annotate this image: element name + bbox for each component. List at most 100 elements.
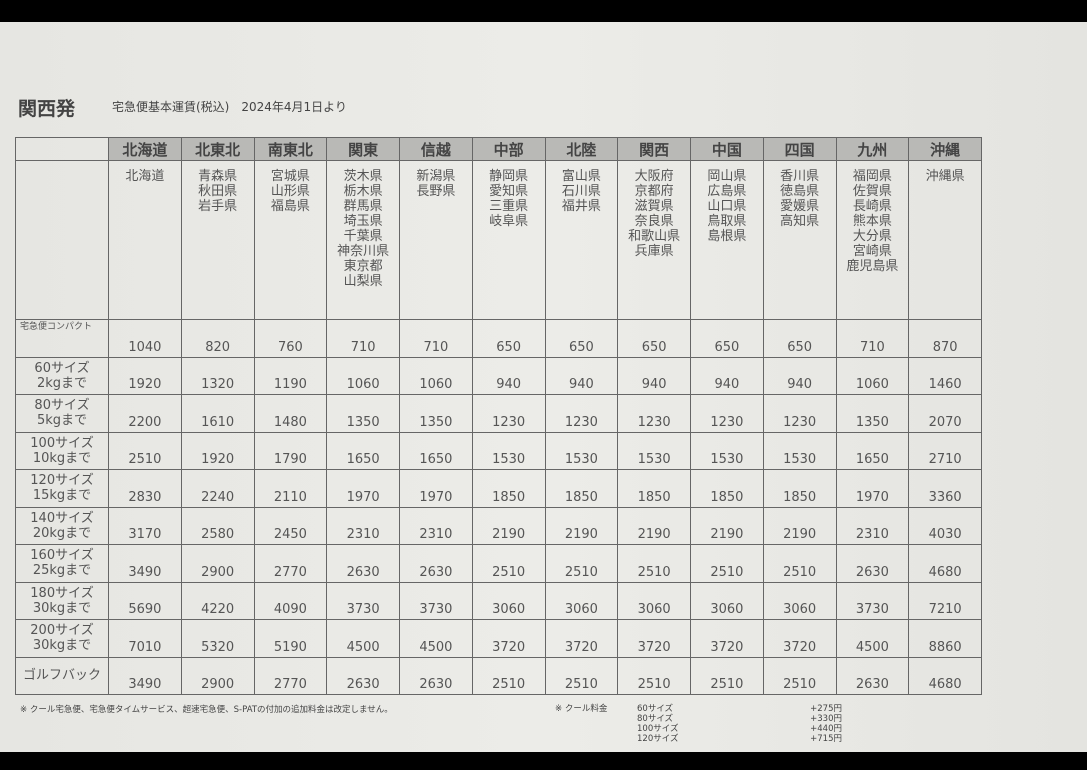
footnote: ※ クール宅急便、宅急便タイムサービス、超速宅急便、S-PATの付加の追加料金は… [20, 705, 393, 715]
price-cell: 1650 [326, 431, 400, 470]
price-cell: 2580 [180, 506, 255, 545]
table-row: 宅急便コンパクト 1040 820 760 710 710 650 650 650 650 650 7… [15, 319, 982, 358]
page-subtitle: 宅急便基本運賃(税込) 2024年4月1日より [112, 100, 347, 114]
price-cell: 2510 [617, 656, 691, 695]
price-cell: 3720 [617, 619, 691, 658]
price-cell: 1190 [253, 356, 328, 395]
prefecture-list: 静岡県 愛知県 三重県 岐阜県 [471, 160, 546, 320]
price-cell: 5690 [108, 581, 182, 620]
price-cell: 820 [180, 319, 255, 358]
prefecture-list: 宮城県 山形県 福島県 [253, 160, 328, 320]
price-cell: 2190 [690, 506, 764, 545]
price-cell: 650 [617, 319, 691, 358]
price-cell: 940 [762, 356, 837, 395]
price-cell: 1060 [835, 356, 910, 395]
table-row: 160サイズ 25kgまで 3490 2900 2770 2630 2630 2510 251… [15, 544, 982, 583]
region-header: 四国 [762, 137, 837, 161]
price-cell: 2200 [108, 394, 182, 433]
price-cell: 2630 [835, 656, 910, 695]
page-title: 関西発 [18, 98, 76, 120]
price-cell: 3060 [690, 581, 764, 620]
price-cell: 2510 [471, 544, 546, 583]
price-cell: 1650 [835, 431, 910, 470]
price-cell: 650 [690, 319, 764, 358]
price-cell: 2190 [471, 506, 546, 545]
price-cell: 4500 [326, 619, 400, 658]
price-cell: 1060 [399, 356, 473, 395]
price-cell: 1230 [617, 394, 691, 433]
region-header: 北海道 [108, 137, 182, 161]
price-cell: 940 [690, 356, 764, 395]
price-cell: 3720 [690, 619, 764, 658]
corner-cell [15, 160, 109, 320]
price-cell: 5320 [180, 619, 255, 658]
price-cell: 4680 [908, 656, 982, 695]
table-row: 60サイズ 2kgまで 1920 1320 1190 1060 1060 940 940 940… [15, 356, 982, 395]
price-cell: 3490 [108, 656, 182, 695]
row-label: 180サイズ 30kgまで [15, 581, 109, 620]
price-cell: 1230 [690, 394, 764, 433]
region-header: 信越 [399, 137, 473, 161]
price-cell: 1650 [399, 431, 473, 470]
price-cell: 1350 [835, 394, 910, 433]
price-cell: 2240 [180, 469, 255, 508]
region-header: 九州 [835, 137, 910, 161]
region-header: 中部 [471, 137, 546, 161]
price-cell: 3730 [835, 581, 910, 620]
price-cell: 2630 [326, 544, 400, 583]
price-cell: 3730 [399, 581, 473, 620]
row-label: 140サイズ 20kgまで [15, 506, 109, 545]
price-cell: 1350 [326, 394, 400, 433]
price-cell: 4500 [835, 619, 910, 658]
price-cell: 2510 [108, 431, 182, 470]
price-cell: 1530 [690, 431, 764, 470]
price-cell: 3170 [108, 506, 182, 545]
price-cell: 2190 [617, 506, 691, 545]
cool-fee-amount: +275円 [810, 704, 842, 714]
price-cell: 710 [835, 319, 910, 358]
price-cell: 2770 [253, 656, 328, 695]
price-cell: 1970 [399, 469, 473, 508]
price-cell: 3720 [762, 619, 837, 658]
price-cell: 870 [908, 319, 982, 358]
row-label: 60サイズ 2kgまで [15, 356, 109, 395]
prefecture-list: 沖縄県 [908, 160, 982, 320]
rate-table: 北海道 北東北 南東北 関東 信越 中部 北陸 関西 中国 四国 九州 沖縄 北海道 青森県 秋田県 岩… [15, 137, 982, 695]
price-cell: 2510 [617, 544, 691, 583]
price-cell: 1320 [180, 356, 255, 395]
price-cell: 940 [471, 356, 546, 395]
price-cell: 4500 [399, 619, 473, 658]
price-cell: 3730 [326, 581, 400, 620]
price-cell: 1530 [544, 431, 619, 470]
price-cell: 2630 [399, 544, 473, 583]
price-cell: 3490 [108, 544, 182, 583]
cool-fee-row: 60サイズ +275円 [637, 702, 842, 714]
region-header: 中国 [690, 137, 764, 161]
price-cell: 3060 [617, 581, 691, 620]
price-cell: 2510 [471, 656, 546, 695]
table-row: 180サイズ 30kgまで 5690 4220 4090 3730 3730 3060 306… [15, 581, 982, 620]
price-cell: 1850 [544, 469, 619, 508]
region-header: 関西 [617, 137, 691, 161]
cool-fee-amount: +715円 [810, 734, 842, 744]
row-label: 100サイズ 10kgまで [15, 431, 109, 470]
price-cell: 1790 [253, 431, 328, 470]
price-cell: 1530 [762, 431, 837, 470]
price-cell: 1530 [471, 431, 546, 470]
price-cell: 1610 [180, 394, 255, 433]
price-cell: 1060 [326, 356, 400, 395]
cool-fee-amount: +330円 [810, 714, 842, 724]
price-cell: 940 [617, 356, 691, 395]
price-cell: 2310 [399, 506, 473, 545]
price-cell: 1850 [762, 469, 837, 508]
price-cell: 7210 [908, 581, 982, 620]
table-row: 80サイズ 5kgまで 2200 1610 1480 1350 1350 1230 1230 1… [15, 394, 982, 433]
price-cell: 1850 [617, 469, 691, 508]
price-cell: 2070 [908, 394, 982, 433]
cool-fee-size: 120サイズ [637, 734, 679, 744]
cool-fee-label: ※ クール料金 [555, 704, 608, 714]
row-label: 160サイズ 25kgまで [15, 544, 109, 583]
prefecture-list: 北海道 [108, 160, 182, 320]
price-cell: 5190 [253, 619, 328, 658]
price-cell: 4680 [908, 544, 982, 583]
